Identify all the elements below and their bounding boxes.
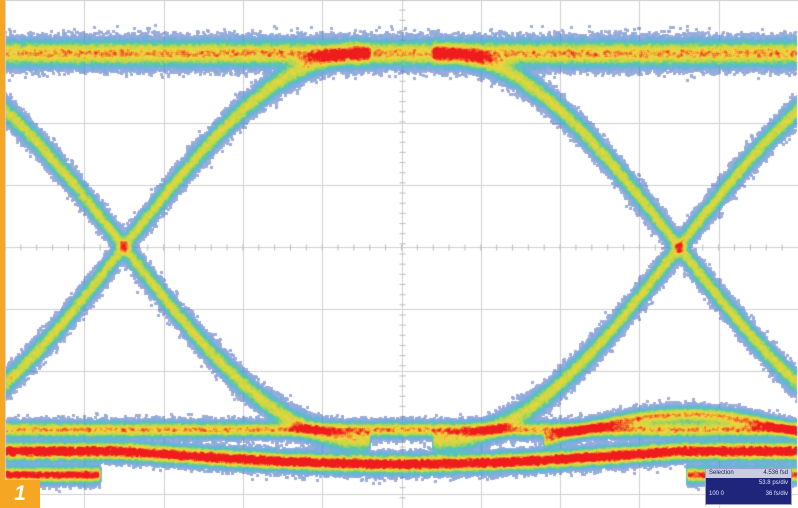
readout-header-value: 4.536 fsd: [763, 470, 788, 476]
measurement-readout: Selection 4.536 fsd 53.8 ps/div 100 0 36…: [705, 468, 792, 505]
readout-header-label: Selection: [709, 470, 734, 476]
readout-line-1: 53.8 ps/div: [758, 480, 788, 486]
readout-line-2-left: 100 0: [709, 491, 725, 497]
figure-number-badge: 1: [0, 480, 40, 508]
accent-bar: [0, 0, 5, 508]
readout-line-2-right: 36 fs/div: [765, 491, 788, 497]
